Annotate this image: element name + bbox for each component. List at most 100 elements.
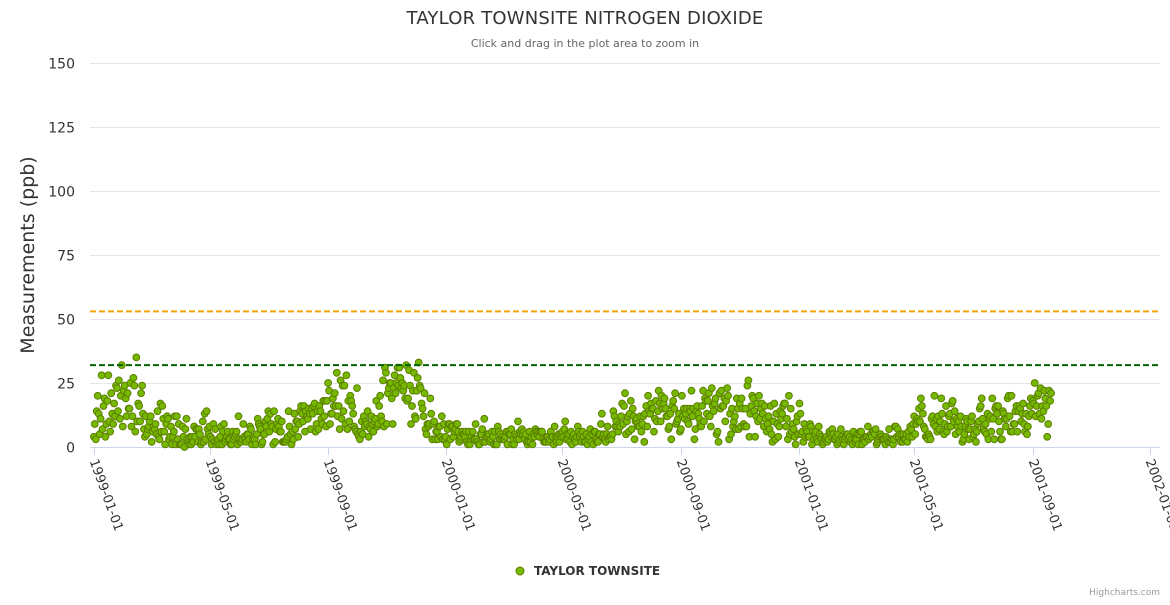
data-point[interactable]: [437, 412, 446, 421]
data-point[interactable]: [937, 394, 946, 403]
data-point[interactable]: [972, 427, 981, 436]
data-point[interactable]: [411, 414, 420, 423]
data-point[interactable]: [1030, 379, 1039, 387]
data-point[interactable]: [468, 427, 477, 436]
data-point[interactable]: [707, 384, 716, 393]
data-point[interactable]: [330, 389, 339, 398]
data-point[interactable]: [981, 420, 990, 428]
data-point[interactable]: [919, 409, 927, 418]
data-point[interactable]: [938, 409, 946, 418]
data-point[interactable]: [665, 422, 674, 431]
data-point[interactable]: [677, 425, 685, 434]
data-point[interactable]: [291, 425, 300, 434]
data-point[interactable]: [1001, 422, 1010, 431]
data-point[interactable]: [789, 425, 798, 434]
data-point[interactable]: [379, 376, 387, 385]
data-point[interactable]: [791, 440, 800, 449]
data-point[interactable]: [1037, 414, 1046, 423]
data-point[interactable]: [93, 391, 102, 400]
data-point[interactable]: [388, 420, 397, 428]
data-point[interactable]: [550, 422, 559, 431]
data-point[interactable]: [778, 409, 786, 418]
data-point[interactable]: [669, 397, 678, 405]
data-point[interactable]: [343, 425, 352, 434]
data-point[interactable]: [114, 407, 122, 416]
data-point[interactable]: [202, 407, 211, 416]
data-point[interactable]: [109, 420, 117, 428]
data-point[interactable]: [751, 432, 759, 441]
data-point[interactable]: [138, 381, 147, 390]
data-point[interactable]: [727, 430, 735, 439]
data-point[interactable]: [103, 397, 112, 405]
data-point[interactable]: [348, 402, 357, 410]
data-point[interactable]: [709, 407, 718, 416]
data-point[interactable]: [1044, 420, 1053, 428]
data-point[interactable]: [113, 384, 121, 393]
data-point[interactable]: [864, 422, 872, 431]
data-point[interactable]: [1024, 422, 1032, 431]
data-point[interactable]: [661, 404, 670, 413]
data-point[interactable]: [667, 435, 676, 444]
data-point[interactable]: [814, 422, 823, 431]
data-point[interactable]: [972, 438, 980, 446]
highcharts-credit[interactable]: Highcharts.com: [1089, 588, 1160, 598]
data-point[interactable]: [774, 432, 783, 441]
data-points[interactable]: [90, 353, 1055, 451]
data-point[interactable]: [948, 397, 957, 405]
data-point[interactable]: [130, 381, 139, 390]
data-point[interactable]: [334, 402, 343, 410]
data-point[interactable]: [170, 427, 178, 436]
data-point[interactable]: [294, 432, 303, 441]
data-point[interactable]: [123, 389, 132, 398]
data-point[interactable]: [97, 371, 106, 380]
data-point[interactable]: [125, 404, 134, 413]
data-point[interactable]: [129, 374, 138, 382]
data-point[interactable]: [345, 417, 354, 426]
data-point[interactable]: [340, 381, 349, 390]
data-point[interactable]: [96, 414, 105, 423]
data-point[interactable]: [151, 420, 160, 428]
data-point[interactable]: [666, 409, 675, 418]
data-point[interactable]: [164, 414, 173, 423]
data-point[interactable]: [837, 425, 845, 434]
data-point[interactable]: [337, 414, 346, 423]
data-point[interactable]: [453, 420, 462, 428]
data-point[interactable]: [181, 425, 190, 434]
legend[interactable]: TAYLOR TOWNSITE: [515, 564, 660, 578]
data-point[interactable]: [99, 402, 108, 410]
data-point[interactable]: [147, 438, 156, 446]
data-point[interactable]: [594, 438, 602, 446]
data-point[interactable]: [917, 394, 925, 403]
data-point[interactable]: [135, 402, 144, 410]
data-point[interactable]: [1019, 399, 1027, 408]
data-point[interactable]: [795, 399, 804, 408]
data-point[interactable]: [158, 402, 167, 410]
data-point[interactable]: [104, 371, 113, 380]
data-point[interactable]: [480, 414, 489, 423]
data-point[interactable]: [1005, 412, 1014, 421]
data-point[interactable]: [721, 417, 730, 426]
data-point[interactable]: [1046, 397, 1054, 405]
data-point[interactable]: [684, 420, 693, 428]
data-point[interactable]: [990, 435, 999, 444]
data-point[interactable]: [627, 425, 636, 434]
data-point[interactable]: [339, 407, 348, 416]
data-point[interactable]: [404, 394, 413, 403]
data-point[interactable]: [755, 391, 763, 400]
data-point[interactable]: [1013, 427, 1022, 436]
data-point[interactable]: [781, 399, 789, 408]
data-point[interactable]: [713, 427, 722, 436]
data-point[interactable]: [427, 409, 436, 418]
data-point[interactable]: [391, 389, 400, 398]
data-point[interactable]: [420, 389, 429, 398]
data-point[interactable]: [324, 379, 333, 387]
data-point[interactable]: [528, 440, 537, 449]
data-point[interactable]: [723, 384, 732, 393]
data-point[interactable]: [335, 425, 344, 434]
data-point[interactable]: [628, 404, 637, 413]
data-point[interactable]: [918, 402, 926, 410]
data-point[interactable]: [131, 427, 140, 436]
data-point[interactable]: [160, 427, 169, 436]
data-point[interactable]: [538, 427, 546, 436]
data-point[interactable]: [408, 402, 416, 410]
